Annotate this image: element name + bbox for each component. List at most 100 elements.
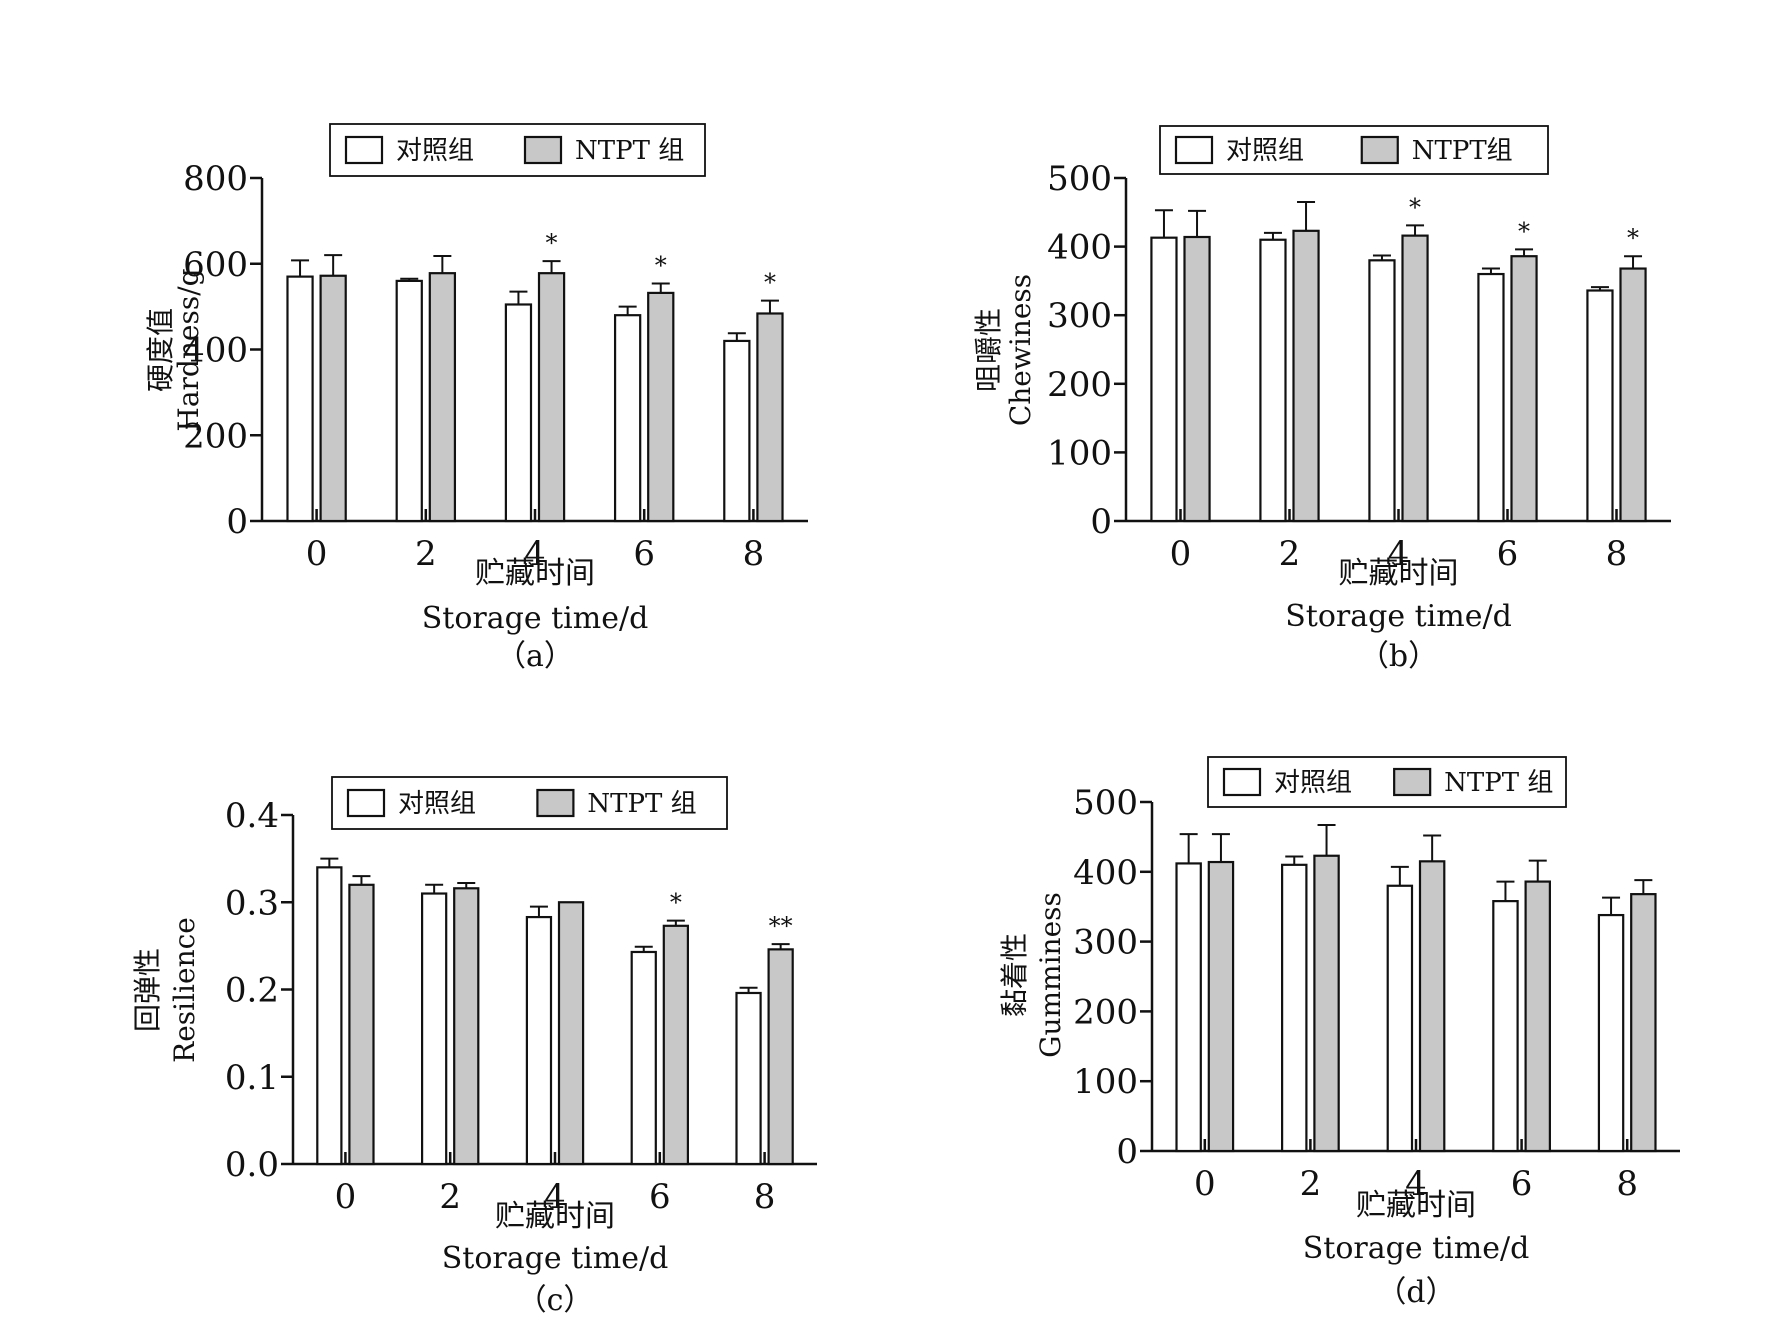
legend-label-control: 对照组: [1226, 136, 1304, 166]
bar-control: [1368, 259, 1396, 523]
bar-control: [1492, 900, 1519, 1153]
chart-panel-0: 0 200 400 600 800 0 2 4 * 6 * 8 * 对照组 NTPT 组硬度值Hardnes…: [144, 123, 808, 674]
bar-control: [613, 314, 642, 523]
legend-swatch-ntpt: [1393, 767, 1432, 797]
x-tick-label: 4: [544, 1177, 566, 1217]
bar-ntpt: [1524, 880, 1551, 1153]
bar-ntpt: [1183, 235, 1211, 523]
panel-label: （a）: [496, 639, 574, 674]
bar-control: [525, 915, 553, 1166]
x-tick-label: 0: [335, 1177, 357, 1217]
bar-control: [395, 279, 423, 523]
y-tick-label: 0.4: [225, 796, 279, 836]
bar-control: [1259, 238, 1287, 523]
x-tick-label: 0: [306, 534, 328, 574]
x-tick-label: 0: [1194, 1164, 1216, 1204]
significance-marker: *: [1409, 193, 1421, 221]
legend-swatch-ntpt: [536, 788, 575, 818]
bar-ntpt: [662, 924, 690, 1166]
bar-ntpt: [557, 901, 585, 1166]
bar-ntpt: [1401, 234, 1429, 523]
bar-ntpt: [647, 291, 675, 523]
x-tick-label: 8: [754, 1177, 776, 1217]
bar-control: [1150, 236, 1178, 523]
x-axis-label-cn: 贮藏时间: [1356, 1188, 1476, 1223]
y-axis-label-cn: 回弹性: [131, 948, 164, 1032]
legend-label-control: 对照组: [396, 136, 474, 166]
y-axis-label-cn: 黏着性: [998, 933, 1031, 1017]
legend-box: [329, 123, 706, 177]
y-axis-label-en: Resilience: [168, 917, 201, 1063]
x-tick-label: 6: [1497, 534, 1519, 574]
bar-ntpt: [348, 883, 375, 1166]
bar-control: [1175, 862, 1202, 1153]
legend-label-ntpt: NTPT 组: [575, 136, 684, 166]
y-tick-label: 0: [1116, 1132, 1138, 1172]
bar-control: [1477, 272, 1505, 523]
y-tick-label: 400: [1073, 853, 1138, 893]
x-axis-label-en: Storage time/d: [422, 601, 649, 636]
x-axis-label-cn: 贮藏时间: [475, 556, 595, 591]
y-tick-label: 500: [1073, 783, 1138, 823]
bar-ntpt: [428, 272, 457, 523]
panel-label: （b）: [1359, 639, 1438, 674]
legend-box: [331, 776, 728, 830]
bar-control: [316, 866, 343, 1166]
y-tick-label: 0.3: [225, 883, 279, 923]
legend-box: [1159, 125, 1549, 175]
x-tick-label: 2: [1279, 534, 1301, 574]
bar-control: [1386, 884, 1414, 1153]
y-tick-label: 0: [1090, 502, 1112, 542]
y-tick-label: 500: [1047, 159, 1112, 199]
y-axis-label-en: Hardness/g: [172, 268, 205, 431]
bar-ntpt: [1418, 860, 1446, 1153]
x-tick-label: 8: [1616, 1164, 1638, 1204]
bar-control: [504, 303, 533, 523]
legend-swatch-ntpt: [523, 135, 563, 165]
x-tick-label: 6: [1511, 1164, 1533, 1204]
y-tick-label: 100: [1073, 1062, 1138, 1102]
bar-control: [723, 339, 751, 523]
bar-ntpt: [756, 312, 784, 523]
legend-swatch-control: [1222, 767, 1262, 797]
significance-marker: *: [764, 269, 776, 297]
x-tick-label: 6: [649, 1177, 671, 1217]
x-tick-label: 4: [524, 534, 546, 574]
bar-ntpt: [1207, 860, 1235, 1153]
legend-swatch-control: [346, 788, 386, 818]
y-tick-label: 400: [1047, 228, 1112, 268]
significance-marker: *: [670, 889, 682, 917]
bar-ntpt: [767, 948, 794, 1166]
y-tick-label: 400: [183, 331, 248, 371]
legend-swatch-ntpt: [1360, 135, 1399, 165]
legend-label-control: 对照组: [1274, 768, 1352, 798]
bar-ntpt: [537, 272, 566, 523]
y-tick-label: 200: [183, 416, 248, 456]
bar-ntpt: [453, 887, 480, 1166]
x-tick-label: 2: [1300, 1164, 1322, 1204]
x-tick-label: 2: [439, 1177, 461, 1217]
bar-ntpt: [319, 274, 347, 523]
x-tick-label: 6: [633, 534, 655, 574]
significance-marker: **: [769, 912, 793, 940]
x-tick-label: 0: [1170, 534, 1192, 574]
y-axis-label-en: Chewiness: [1004, 274, 1037, 426]
x-axis-label-en: Storage time/d: [1285, 599, 1512, 634]
legend-swatch-control: [344, 135, 384, 165]
legend-label-ntpt: NTPT 组: [1444, 768, 1553, 798]
x-axis-label-en: Storage time/d: [1303, 1231, 1530, 1266]
y-tick-label: 0.1: [225, 1058, 279, 1098]
y-tick-label: 100: [1047, 433, 1112, 473]
legend-label-control: 对照组: [398, 789, 476, 819]
legend-label-ntpt: NTPT组: [1412, 136, 1513, 166]
x-tick-label: 4: [1388, 534, 1410, 574]
y-tick-label: 0: [226, 502, 248, 542]
bar-control: [286, 275, 314, 523]
significance-marker: *: [546, 229, 558, 257]
bar-ntpt: [1313, 854, 1340, 1153]
significance-marker: *: [655, 251, 667, 279]
y-axis-label-cn: 硬度值: [144, 308, 177, 392]
